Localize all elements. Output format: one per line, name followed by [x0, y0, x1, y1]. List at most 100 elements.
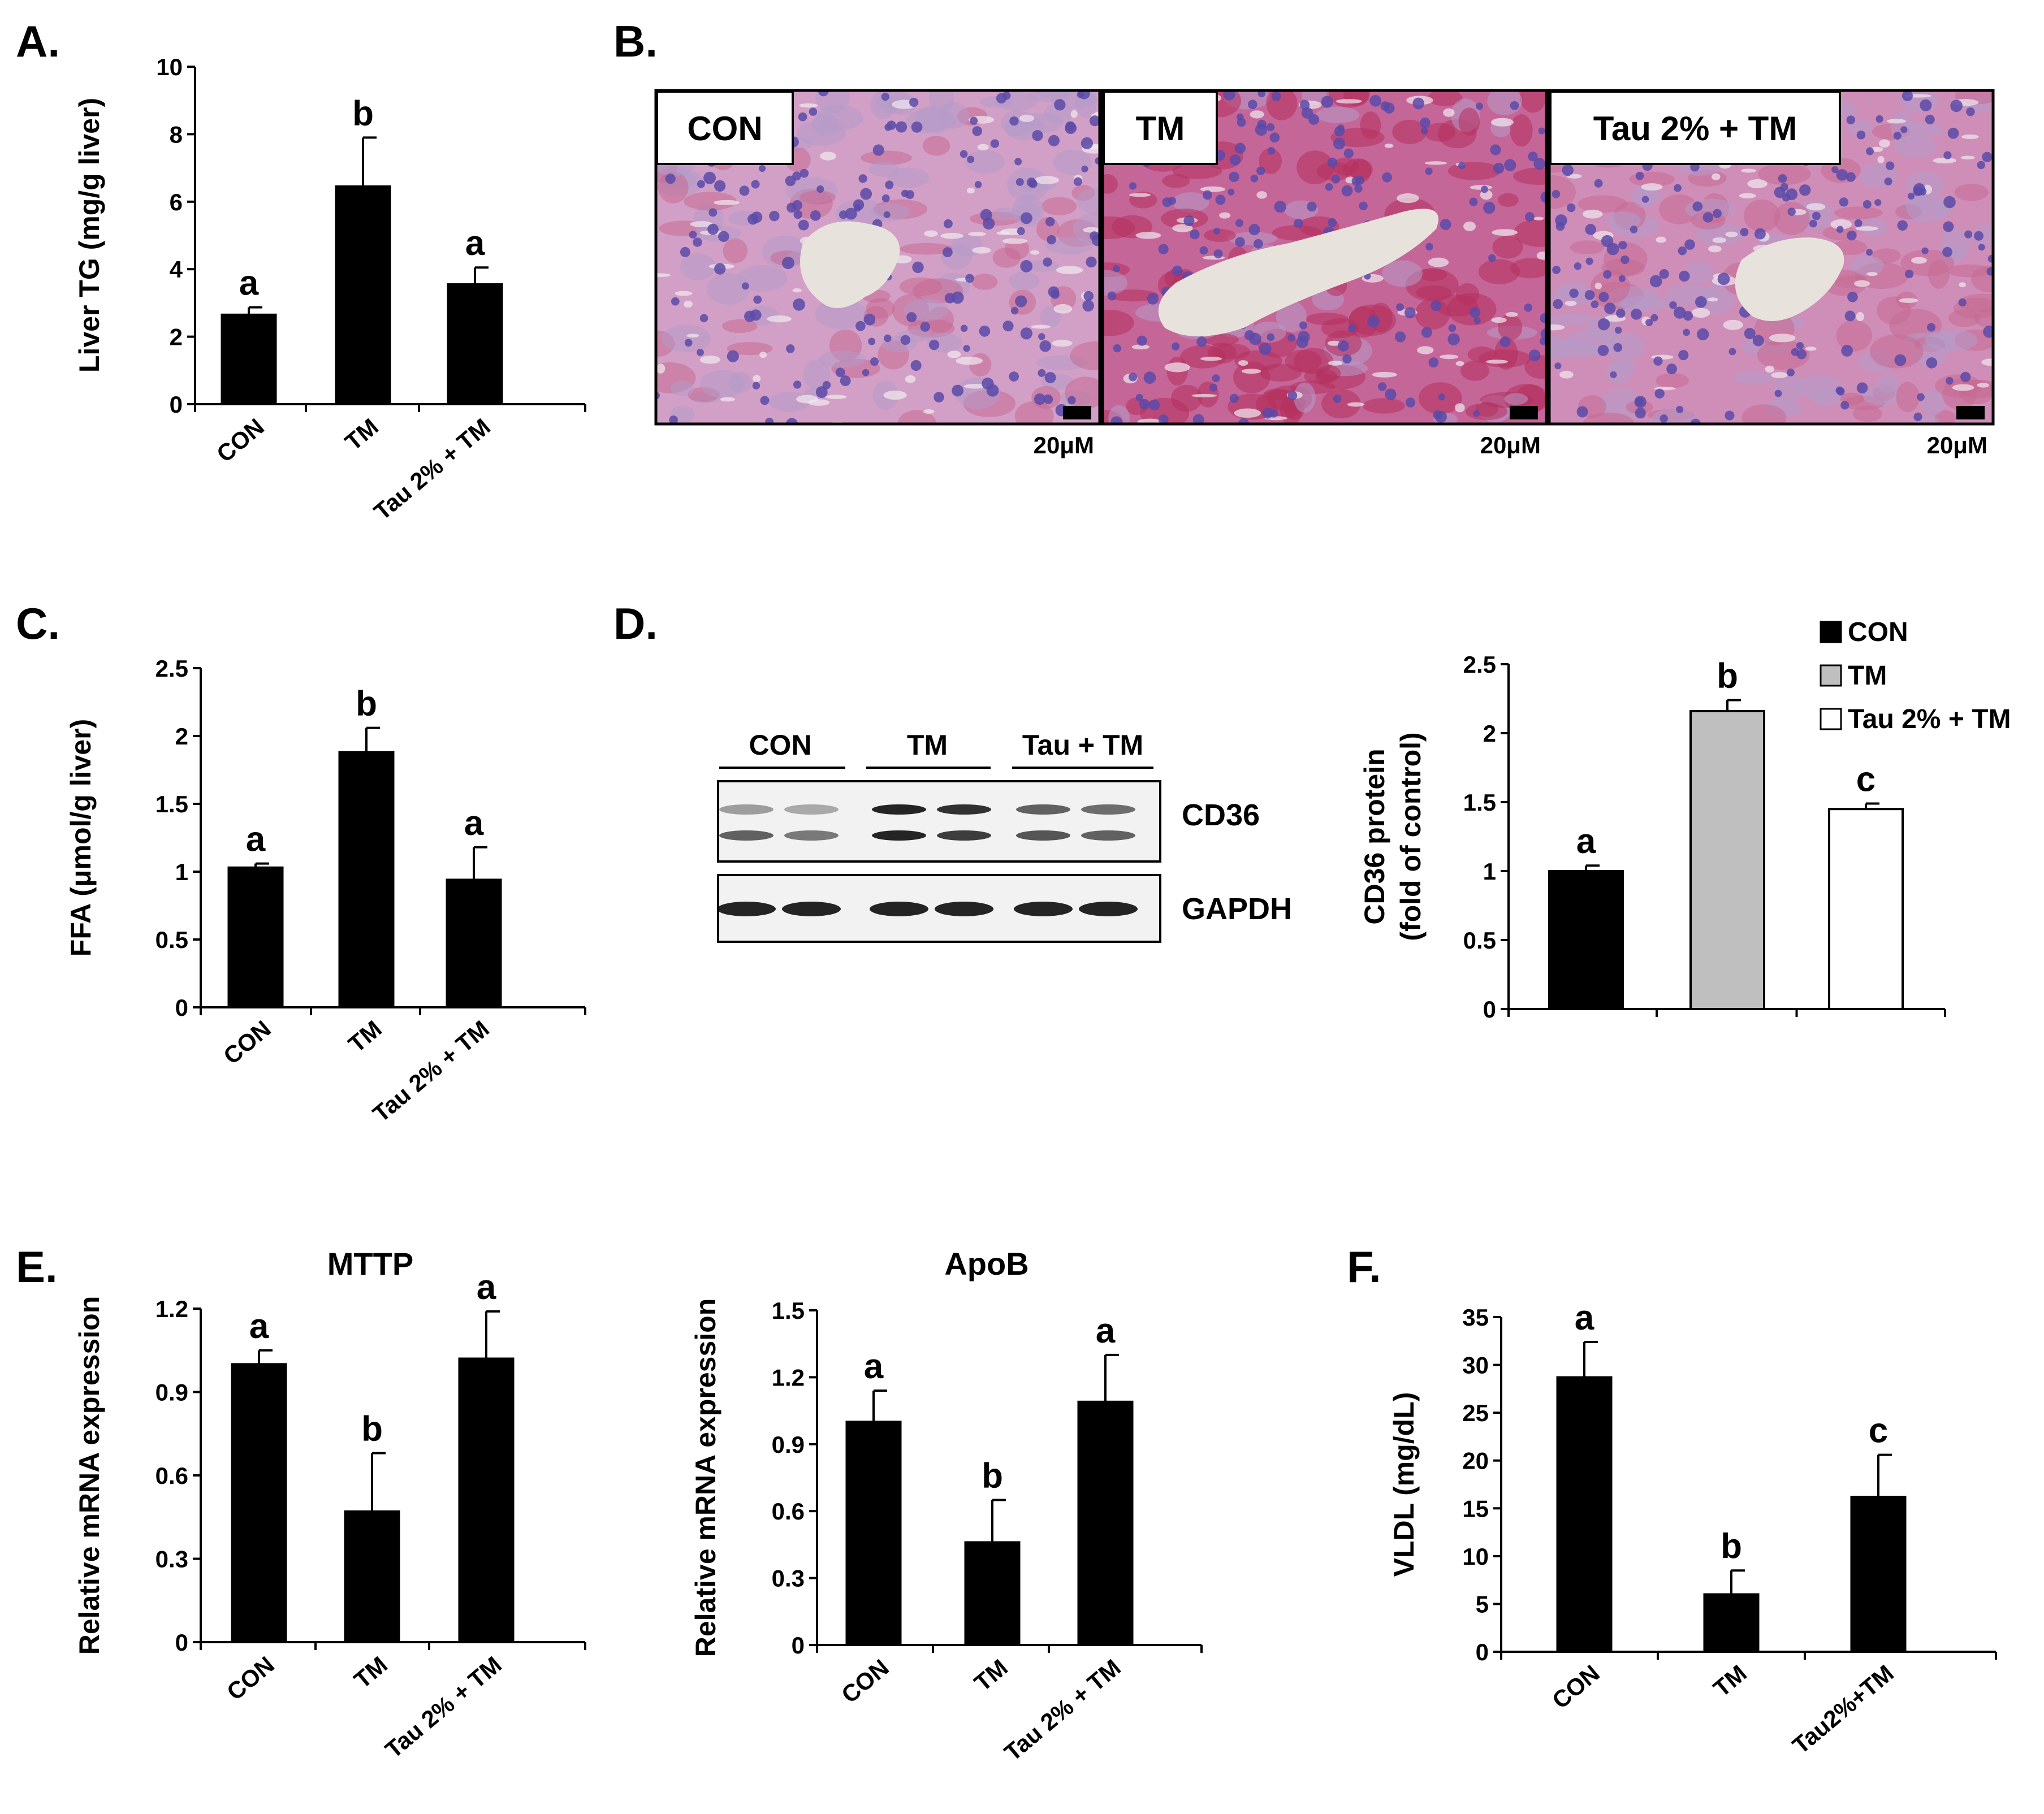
tissue-cell [1392, 119, 1427, 144]
scale-bar [1510, 406, 1538, 419]
blot-cd36-bands [719, 804, 1135, 841]
tissue-nucleus [1754, 228, 1766, 240]
tissue-nucleus [689, 231, 697, 239]
tissue-sinusoid [1131, 344, 1150, 350]
scale-label: 20μM [1034, 432, 1094, 458]
tissue-cell [1605, 332, 1645, 361]
tissue-nucleus [1020, 327, 1032, 340]
tissue-sinusoid [996, 231, 1009, 235]
tissue-nucleus [1712, 209, 1722, 218]
tissue-nucleus [708, 208, 718, 217]
tissue-sinusoid [1234, 408, 1261, 418]
tissue-nucleus [1129, 182, 1137, 190]
tissue-cell [1851, 256, 1885, 276]
blot-band [719, 804, 773, 815]
tissue-cell [1276, 301, 1307, 333]
blot-band [719, 830, 773, 841]
tissue-nucleus [1136, 335, 1147, 346]
y-tick-label: 20 [1462, 1448, 1489, 1474]
tissue-nucleus [1552, 190, 1561, 198]
tissue-nucleus [860, 188, 872, 200]
tissue-sinusoid [767, 315, 792, 323]
tissue-nucleus [1235, 237, 1245, 247]
tissue-nucleus [1917, 393, 1925, 401]
tissue-cell [868, 162, 899, 177]
tissue-nucleus [1876, 115, 1883, 123]
blot-band [1079, 902, 1138, 916]
tissue-nucleus [1856, 130, 1866, 140]
tissue-nucleus [1920, 99, 1932, 111]
micrograph-frame [1101, 89, 1548, 426]
tissue-nucleus [1481, 185, 1488, 193]
y-tick-label: 8 [170, 121, 183, 148]
y-tick-label: 35 [1462, 1304, 1489, 1331]
tissue-nucleus [1244, 330, 1255, 341]
tissue-sinusoid [1769, 334, 1796, 343]
legend-label-con: CON [1848, 617, 1908, 647]
y-tick-label: 1.2 [772, 1364, 805, 1391]
tissue-nucleus [1977, 161, 1986, 170]
tissue-nucleus [1014, 158, 1022, 166]
tissue-nucleus [1367, 315, 1380, 328]
legend-label-tm: TM [1848, 661, 1887, 691]
tissue-sinusoid [1981, 358, 1993, 366]
tissue-sinusoid [1855, 226, 1879, 231]
tissue-nucleus [1307, 201, 1317, 212]
tissue-nucleus [1978, 244, 1985, 251]
tissue-nucleus [906, 312, 917, 323]
bar [227, 866, 284, 1009]
tissue-nucleus [1433, 410, 1443, 420]
tissue-nucleus [786, 344, 795, 353]
tissue-nucleus [760, 396, 770, 405]
tissue-nucleus [1540, 191, 1546, 204]
tissue-nucleus [1421, 327, 1433, 338]
tissue-sinusoid [1959, 282, 1966, 288]
y-tick-label: 1 [175, 859, 188, 885]
tissue-nucleus [1229, 171, 1239, 183]
tissue-nucleus [1728, 348, 1736, 356]
tissue-sinusoid [1492, 229, 1518, 236]
tissue-nucleus [1009, 371, 1019, 382]
bar [446, 878, 502, 1009]
tissue-sinusoid [1129, 193, 1151, 197]
tissue-sinusoid [1830, 219, 1852, 230]
tissue-nucleus [1566, 203, 1576, 213]
tissue-nucleus [697, 180, 705, 188]
tissue-nucleus [1540, 328, 1546, 340]
tissue-sinusoid [1219, 212, 1231, 219]
tissue-nucleus [1659, 269, 1669, 279]
tissue-nucleus [1054, 99, 1066, 111]
tissue-cell [1810, 387, 1842, 407]
tissue-nucleus [1257, 90, 1265, 98]
tissue-cell [818, 350, 866, 368]
y-tick-label: 0.9 [772, 1431, 805, 1458]
tissue-nucleus [1884, 177, 1892, 186]
tissue-cell [1513, 219, 1546, 247]
micrograph-con: CON 20μM [654, 89, 1101, 458]
tissue-sinusoid [1031, 324, 1051, 329]
tissue-nucleus [990, 139, 1000, 148]
tissue-nucleus [1294, 218, 1303, 228]
tissue-sinusoid [1164, 362, 1190, 373]
tissue-cell [1316, 106, 1360, 123]
bar [231, 1363, 287, 1643]
tissue-cell [1363, 397, 1405, 414]
tissue-cell [922, 136, 950, 156]
chart-title: MTTP [327, 1246, 413, 1282]
micrograph-label-box [1103, 90, 1218, 165]
blot-band [937, 830, 991, 841]
tissue-nucleus [1669, 301, 1677, 309]
tissue-sinusoid [1708, 245, 1722, 253]
tissue-sinusoid [972, 246, 991, 254]
significance-letter: c [1856, 760, 1876, 799]
y-tick-label: 1 [1483, 858, 1496, 885]
blot-band [717, 902, 776, 916]
tissue-nucleus [1209, 383, 1218, 392]
tissue-nucleus [1213, 249, 1223, 259]
tissue-nucleus [1253, 239, 1263, 249]
micrograph-label-tau-tm: Tau 2% + TM [1593, 110, 1797, 148]
tissue-nucleus [1043, 257, 1052, 267]
tissue-nucleus [1836, 387, 1845, 396]
tissue-nucleus [1943, 221, 1954, 232]
tissue-nucleus [1620, 255, 1630, 265]
